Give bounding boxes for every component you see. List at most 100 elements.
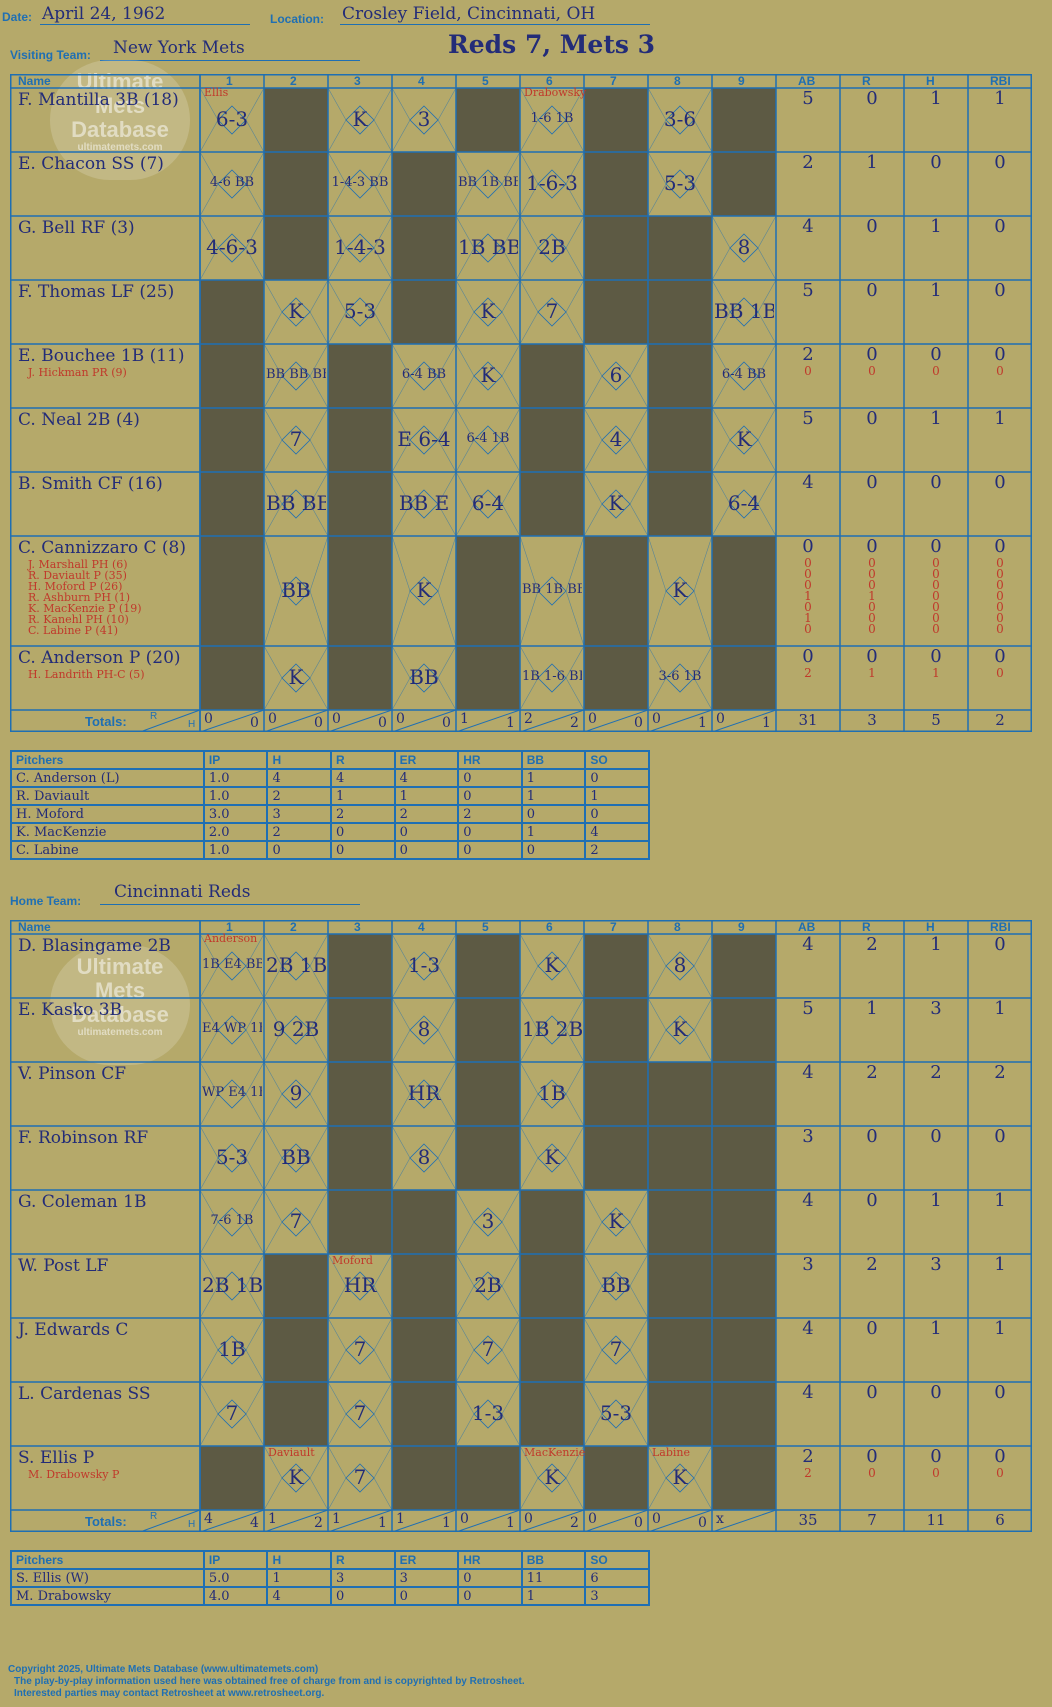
stat-header: R [862, 920, 871, 934]
base-diamond [281, 951, 311, 981]
substitute-name: H. Landrith PH-C (5) [28, 668, 145, 681]
stat-value: 5 [802, 280, 814, 301]
substitute-name: R. Ashburn PH (1) [28, 591, 130, 604]
base-diamond [537, 1463, 567, 1493]
inactive-inning-cell [584, 216, 648, 280]
base-diamond [665, 169, 695, 199]
sub-stat-value: 0 [868, 611, 876, 625]
play-notation: K [608, 491, 624, 515]
pitching-cell: 3 [584, 1586, 650, 1606]
inning-hits: 0 [442, 715, 451, 731]
stat-header: AB [798, 74, 816, 88]
visitor-pitching-table: Pitchers IP H R ER HR BB SO C. Anderson (L) 1.0 4 4… [10, 750, 650, 860]
inactive-inning-cell [584, 934, 648, 998]
pitching-cell: 1 [520, 1586, 587, 1606]
inactive-inning-cell [264, 1318, 328, 1382]
base-diamond [281, 425, 311, 455]
pitching-cell: S. Ellis (W) [10, 1568, 205, 1588]
inactive-inning-cell [584, 88, 648, 152]
player-name: C. Cannizzaro C (8) [18, 538, 186, 558]
sub-stat-value: 0 [932, 589, 940, 603]
play-notation: 7-6 1B [210, 1213, 254, 1228]
stat-value: 0 [930, 152, 942, 173]
base-diamond [473, 361, 503, 391]
play-notation: 2B [538, 235, 566, 259]
pitching-header: H [266, 750, 333, 770]
stat-value: 5 [802, 88, 814, 109]
inactive-inning-cell [200, 646, 264, 710]
play-notation: 1B BB [458, 235, 518, 259]
stat-value: 0 [866, 536, 878, 557]
play-notation: 7 [225, 1401, 239, 1425]
sub-stat-value: 0 [996, 578, 1004, 592]
hits-label: H [188, 719, 196, 730]
play-notation: K [480, 363, 496, 387]
player-name: V. Pinson CF [18, 1064, 127, 1084]
base-diamond [601, 1271, 631, 1301]
sub-stat-value: 0 [996, 611, 1004, 625]
stat-value: 3 [802, 1254, 814, 1275]
base-diamond [281, 489, 311, 519]
play-notation: E4 WP 1B [202, 1021, 262, 1036]
stat-value: 1 [930, 88, 942, 109]
stat-value: 1 [866, 152, 878, 173]
pitching-header: IP [202, 750, 269, 770]
inning-header: 9 [738, 920, 745, 934]
pitching-cell: 0 [584, 804, 650, 824]
pitching-cell: 3 [266, 804, 333, 824]
play-notation: BB [409, 665, 439, 689]
inning-hits: 2 [314, 1515, 323, 1531]
play-notation: 7 [545, 299, 559, 323]
grid-lines [10, 74, 1032, 732]
inactive-inning-cell [648, 1382, 712, 1446]
pitcher-row: C. Anderson (L) 1.0 4 4 4 0 1 0 [10, 768, 650, 788]
inactive-inning-cell [456, 88, 520, 152]
pitching-header: HR [457, 1550, 523, 1570]
inactive-inning-cell [648, 344, 712, 408]
base-diamond [409, 425, 439, 455]
stat-value: 2 [866, 934, 878, 955]
play-notation: 4-6 BB [209, 175, 255, 190]
sub-stat-value: 0 [804, 578, 812, 592]
total-stat: 35 [798, 1511, 818, 1529]
stat-value: 1 [994, 1190, 1006, 1211]
inactive-inning-cell [648, 1254, 712, 1318]
player-name: L. Cardenas SS [18, 1384, 151, 1404]
pitching-cell: 0 [266, 840, 333, 860]
play-notation: 9 [289, 1081, 303, 1105]
inactive-inning-cell [520, 1254, 584, 1318]
visiting-team-label: Visiting Team: [10, 48, 91, 62]
inning-hits: 0 [634, 1515, 643, 1531]
play-notation: 3-6 [663, 107, 697, 131]
inning-header: 5 [482, 920, 489, 934]
pitching-cell: 1 [330, 786, 396, 806]
stat-value: 4 [802, 1190, 814, 1211]
play-notation: 5-3 [343, 299, 377, 323]
play-notation: BB BB BB [266, 367, 326, 382]
base-diamond [345, 1271, 375, 1301]
pitcher-change-note: Daviault [268, 1446, 315, 1459]
inactive-inning-cell [648, 1190, 712, 1254]
play-notation: K [736, 427, 752, 451]
play-notation: HR [343, 1273, 377, 1297]
sub-stat-value: 0 [804, 567, 812, 581]
play-notation: 2B 1B [202, 1273, 262, 1297]
inactive-inning-cell [456, 536, 520, 646]
pitcher-change-note: Drabowsky [524, 86, 587, 99]
pitcher-change-note: Labine [652, 1446, 691, 1459]
play-notation: K [416, 578, 432, 602]
inning-header: 6 [546, 920, 553, 934]
pitching-cell: 1 [520, 822, 587, 842]
inactive-inning-cell [712, 1126, 776, 1190]
stat-header: RBI [990, 920, 1011, 934]
name-column-header: Name [18, 920, 51, 934]
stat-value: 0 [994, 472, 1006, 493]
sub-stat-value: 0 [868, 364, 876, 378]
stat-value: 1 [930, 1318, 942, 1339]
base-diamond [409, 361, 439, 391]
play-notation: 8 [417, 1145, 431, 1169]
play-notation: 6 [609, 363, 623, 387]
base-diamond [345, 1463, 375, 1493]
sub-stat-value: 1 [932, 666, 940, 680]
inactive-inning-cell [648, 1062, 712, 1126]
